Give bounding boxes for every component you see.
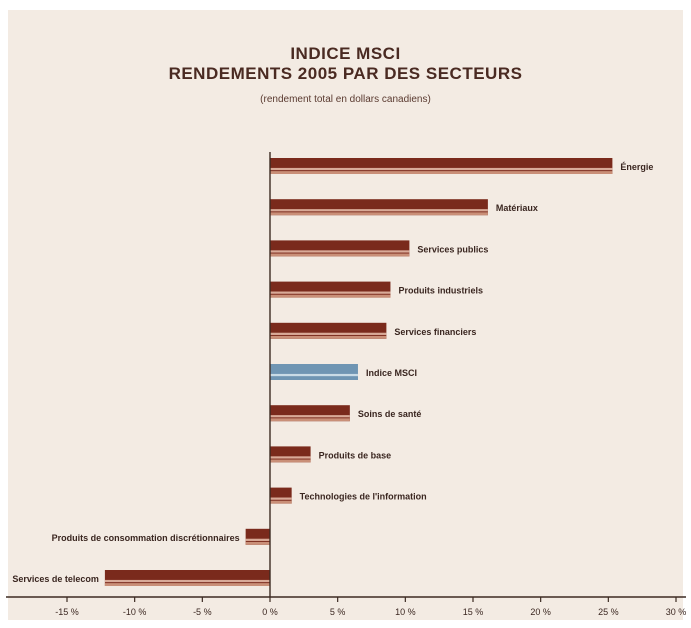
bar-lower-stripe [270, 377, 358, 380]
x-tick-label: -5 % [193, 607, 212, 617]
bar-lower-stripe [270, 500, 292, 504]
category-label: Services publics [417, 244, 488, 254]
category-label: Indice MSCI [366, 368, 417, 378]
bar-highlight-stripe [270, 332, 387, 335]
bar-lower-stripe [270, 212, 488, 216]
bar-lower-stripe [270, 335, 387, 339]
bar-lower-stripe [270, 418, 350, 422]
category-label: Matériaux [496, 203, 538, 213]
x-tick-label: 10 % [395, 607, 416, 617]
bar-highlight-stripe [270, 373, 358, 377]
bar-lower-stripe [104, 583, 270, 586]
bar-highlight-stripe [245, 538, 270, 541]
x-tick-label: 0 % [262, 607, 278, 617]
x-tick-label: 25 % [598, 607, 619, 617]
x-tick-label: -10 % [123, 607, 147, 617]
bar-highlight-stripe [270, 497, 292, 500]
category-label: Services financiers [394, 327, 476, 337]
category-label: Technologies de l'information [300, 492, 427, 502]
chart-panel [8, 10, 683, 620]
bar-highlight-stripe [270, 456, 311, 459]
x-tick-label: -15 % [55, 607, 79, 617]
bar-lower-stripe [245, 541, 270, 545]
x-tick-label: 20 % [530, 607, 551, 617]
category-label: Produits industriels [398, 286, 483, 296]
x-tick-label: 30 % [666, 607, 687, 617]
bar-highlight-stripe [104, 579, 270, 583]
category-label: Énergie [620, 162, 653, 172]
category-label: Services de telecom [12, 574, 99, 584]
bar-highlight-stripe [270, 291, 391, 294]
x-tick-label: 5 % [330, 607, 346, 617]
bar-highlight-stripe [270, 167, 613, 171]
bar-lower-stripe [270, 171, 613, 174]
chart-title-line-1: INDICE MSCI [290, 44, 401, 63]
bar-lower-stripe [270, 294, 391, 298]
x-tick-label: 15 % [463, 607, 484, 617]
chart-title-line-2: RENDEMENTS 2005 PAR DES SECTEURS [168, 64, 523, 83]
category-label: Produits de base [319, 450, 392, 460]
category-label: Soins de santé [358, 409, 422, 419]
bar-lower-stripe [270, 459, 311, 463]
bar-highlight-stripe [270, 209, 488, 212]
bar-highlight-stripe [270, 250, 410, 253]
bar-highlight-stripe [270, 415, 350, 418]
chart-subtitle: (rendement total en dollars canadiens) [260, 94, 431, 105]
bar-lower-stripe [270, 253, 410, 257]
category-label: Produits de consommation discrétionnaire… [52, 533, 240, 543]
